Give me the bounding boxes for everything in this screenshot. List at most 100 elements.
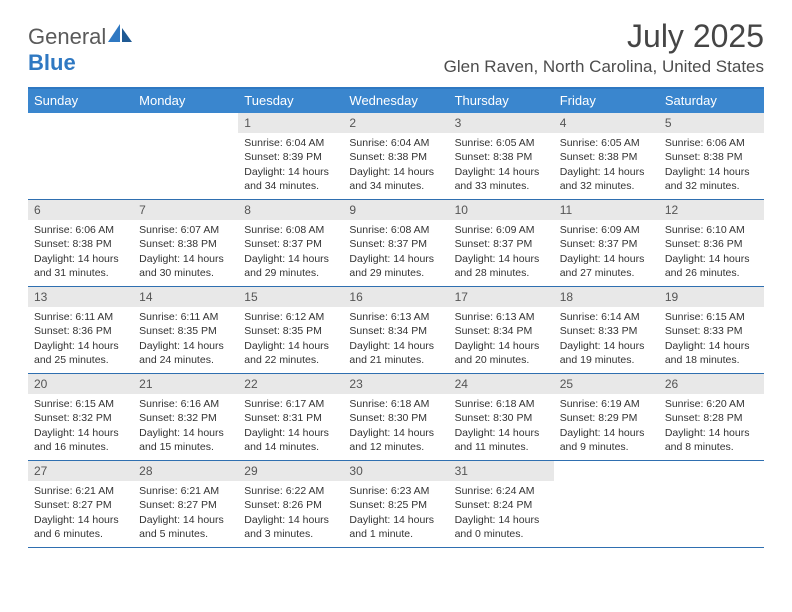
- day-cell: 29Sunrise: 6:22 AMSunset: 8:26 PMDayligh…: [238, 461, 343, 547]
- day-body: Sunrise: 6:05 AMSunset: 8:38 PMDaylight:…: [554, 133, 659, 197]
- daylight-line: Daylight: 14 hours and 29 minutes.: [349, 252, 442, 280]
- day-cell: 26Sunrise: 6:20 AMSunset: 8:28 PMDayligh…: [659, 374, 764, 460]
- sunset-line: Sunset: 8:35 PM: [139, 324, 232, 338]
- daylight-line: Daylight: 14 hours and 14 minutes.: [244, 426, 337, 454]
- month-year: July 2025: [444, 18, 764, 55]
- sunrise-line: Sunrise: 6:06 AM: [665, 136, 758, 150]
- day-body: Sunrise: 6:24 AMSunset: 8:24 PMDaylight:…: [449, 481, 554, 545]
- day-number: 17: [449, 287, 554, 307]
- daylight-line: Daylight: 14 hours and 19 minutes.: [560, 339, 653, 367]
- sunrise-line: Sunrise: 6:13 AM: [349, 310, 442, 324]
- sunrise-line: Sunrise: 6:09 AM: [455, 223, 548, 237]
- day-cell: 2Sunrise: 6:04 AMSunset: 8:38 PMDaylight…: [343, 113, 448, 199]
- day-number: 8: [238, 200, 343, 220]
- day-body: Sunrise: 6:13 AMSunset: 8:34 PMDaylight:…: [449, 307, 554, 371]
- day-body: Sunrise: 6:10 AMSunset: 8:36 PMDaylight:…: [659, 220, 764, 284]
- day-body: Sunrise: 6:18 AMSunset: 8:30 PMDaylight:…: [449, 394, 554, 458]
- daylight-line: Daylight: 14 hours and 32 minutes.: [665, 165, 758, 193]
- sunrise-line: Sunrise: 6:04 AM: [244, 136, 337, 150]
- daylight-line: Daylight: 14 hours and 31 minutes.: [34, 252, 127, 280]
- day-cell: 13Sunrise: 6:11 AMSunset: 8:36 PMDayligh…: [28, 287, 133, 373]
- sunset-line: Sunset: 8:27 PM: [34, 498, 127, 512]
- day-body: Sunrise: 6:07 AMSunset: 8:38 PMDaylight:…: [133, 220, 238, 284]
- week-row: 27Sunrise: 6:21 AMSunset: 8:27 PMDayligh…: [28, 461, 764, 548]
- day-number: 21: [133, 374, 238, 394]
- day-cell-empty: [28, 113, 133, 199]
- day-body: Sunrise: 6:11 AMSunset: 8:36 PMDaylight:…: [28, 307, 133, 371]
- weekday-header: Sunday Monday Tuesday Wednesday Thursday…: [28, 89, 764, 113]
- sunset-line: Sunset: 8:28 PM: [665, 411, 758, 425]
- day-cell: 31Sunrise: 6:24 AMSunset: 8:24 PMDayligh…: [449, 461, 554, 547]
- sunrise-line: Sunrise: 6:08 AM: [244, 223, 337, 237]
- daylight-line: Daylight: 14 hours and 28 minutes.: [455, 252, 548, 280]
- header: GeneralBlue July 2025 Glen Raven, North …: [0, 0, 792, 81]
- week-row: 1Sunrise: 6:04 AMSunset: 8:39 PMDaylight…: [28, 113, 764, 200]
- sunset-line: Sunset: 8:37 PM: [455, 237, 548, 251]
- daylight-line: Daylight: 14 hours and 18 minutes.: [665, 339, 758, 367]
- day-number: 26: [659, 374, 764, 394]
- day-number: 3: [449, 113, 554, 133]
- sunrise-line: Sunrise: 6:14 AM: [560, 310, 653, 324]
- daylight-line: Daylight: 14 hours and 1 minute.: [349, 513, 442, 541]
- daylight-line: Daylight: 14 hours and 34 minutes.: [349, 165, 442, 193]
- sunset-line: Sunset: 8:34 PM: [455, 324, 548, 338]
- day-body: Sunrise: 6:15 AMSunset: 8:32 PMDaylight:…: [28, 394, 133, 458]
- logo-mark-wrap: [106, 24, 136, 49]
- day-cell: 15Sunrise: 6:12 AMSunset: 8:35 PMDayligh…: [238, 287, 343, 373]
- day-number: 4: [554, 113, 659, 133]
- day-cell: 27Sunrise: 6:21 AMSunset: 8:27 PMDayligh…: [28, 461, 133, 547]
- sunset-line: Sunset: 8:38 PM: [139, 237, 232, 251]
- day-cell: 25Sunrise: 6:19 AMSunset: 8:29 PMDayligh…: [554, 374, 659, 460]
- day-cell: 19Sunrise: 6:15 AMSunset: 8:33 PMDayligh…: [659, 287, 764, 373]
- day-number: 10: [449, 200, 554, 220]
- sunset-line: Sunset: 8:32 PM: [34, 411, 127, 425]
- sunset-line: Sunset: 8:33 PM: [665, 324, 758, 338]
- weekday-label: Friday: [554, 89, 659, 113]
- day-number: 5: [659, 113, 764, 133]
- daylight-line: Daylight: 14 hours and 33 minutes.: [455, 165, 548, 193]
- sunset-line: Sunset: 8:38 PM: [455, 150, 548, 164]
- sunrise-line: Sunrise: 6:22 AM: [244, 484, 337, 498]
- sunrise-line: Sunrise: 6:05 AM: [560, 136, 653, 150]
- sunset-line: Sunset: 8:27 PM: [139, 498, 232, 512]
- daylight-line: Daylight: 14 hours and 25 minutes.: [34, 339, 127, 367]
- sunrise-line: Sunrise: 6:17 AM: [244, 397, 337, 411]
- sunrise-line: Sunrise: 6:11 AM: [34, 310, 127, 324]
- daylight-line: Daylight: 14 hours and 8 minutes.: [665, 426, 758, 454]
- sunset-line: Sunset: 8:38 PM: [34, 237, 127, 251]
- sunrise-line: Sunrise: 6:16 AM: [139, 397, 232, 411]
- day-cell: 8Sunrise: 6:08 AMSunset: 8:37 PMDaylight…: [238, 200, 343, 286]
- sunset-line: Sunset: 8:34 PM: [349, 324, 442, 338]
- day-body: Sunrise: 6:23 AMSunset: 8:25 PMDaylight:…: [343, 481, 448, 545]
- logo-word-1: General: [28, 24, 106, 49]
- day-number: 23: [343, 374, 448, 394]
- day-cell: 4Sunrise: 6:05 AMSunset: 8:38 PMDaylight…: [554, 113, 659, 199]
- day-cell: 11Sunrise: 6:09 AMSunset: 8:37 PMDayligh…: [554, 200, 659, 286]
- daylight-line: Daylight: 14 hours and 6 minutes.: [34, 513, 127, 541]
- day-cell-empty: [133, 113, 238, 199]
- sunset-line: Sunset: 8:31 PM: [244, 411, 337, 425]
- day-number: 13: [28, 287, 133, 307]
- sunrise-line: Sunrise: 6:13 AM: [455, 310, 548, 324]
- daylight-line: Daylight: 14 hours and 34 minutes.: [244, 165, 337, 193]
- weekday-label: Sunday: [28, 89, 133, 113]
- day-number: 16: [343, 287, 448, 307]
- day-number: 18: [554, 287, 659, 307]
- sunrise-line: Sunrise: 6:23 AM: [349, 484, 442, 498]
- day-number: 9: [343, 200, 448, 220]
- sunset-line: Sunset: 8:36 PM: [665, 237, 758, 251]
- sunset-line: Sunset: 8:33 PM: [560, 324, 653, 338]
- day-number: 29: [238, 461, 343, 481]
- day-body: Sunrise: 6:11 AMSunset: 8:35 PMDaylight:…: [133, 307, 238, 371]
- sunset-line: Sunset: 8:30 PM: [349, 411, 442, 425]
- sunrise-line: Sunrise: 6:15 AM: [34, 397, 127, 411]
- day-number: 2: [343, 113, 448, 133]
- sunset-line: Sunset: 8:32 PM: [139, 411, 232, 425]
- day-body: Sunrise: 6:06 AMSunset: 8:38 PMDaylight:…: [28, 220, 133, 284]
- sunrise-line: Sunrise: 6:12 AM: [244, 310, 337, 324]
- day-body: Sunrise: 6:05 AMSunset: 8:38 PMDaylight:…: [449, 133, 554, 197]
- sunrise-line: Sunrise: 6:24 AM: [455, 484, 548, 498]
- sunrise-line: Sunrise: 6:18 AM: [349, 397, 442, 411]
- day-number: 24: [449, 374, 554, 394]
- day-number: 6: [28, 200, 133, 220]
